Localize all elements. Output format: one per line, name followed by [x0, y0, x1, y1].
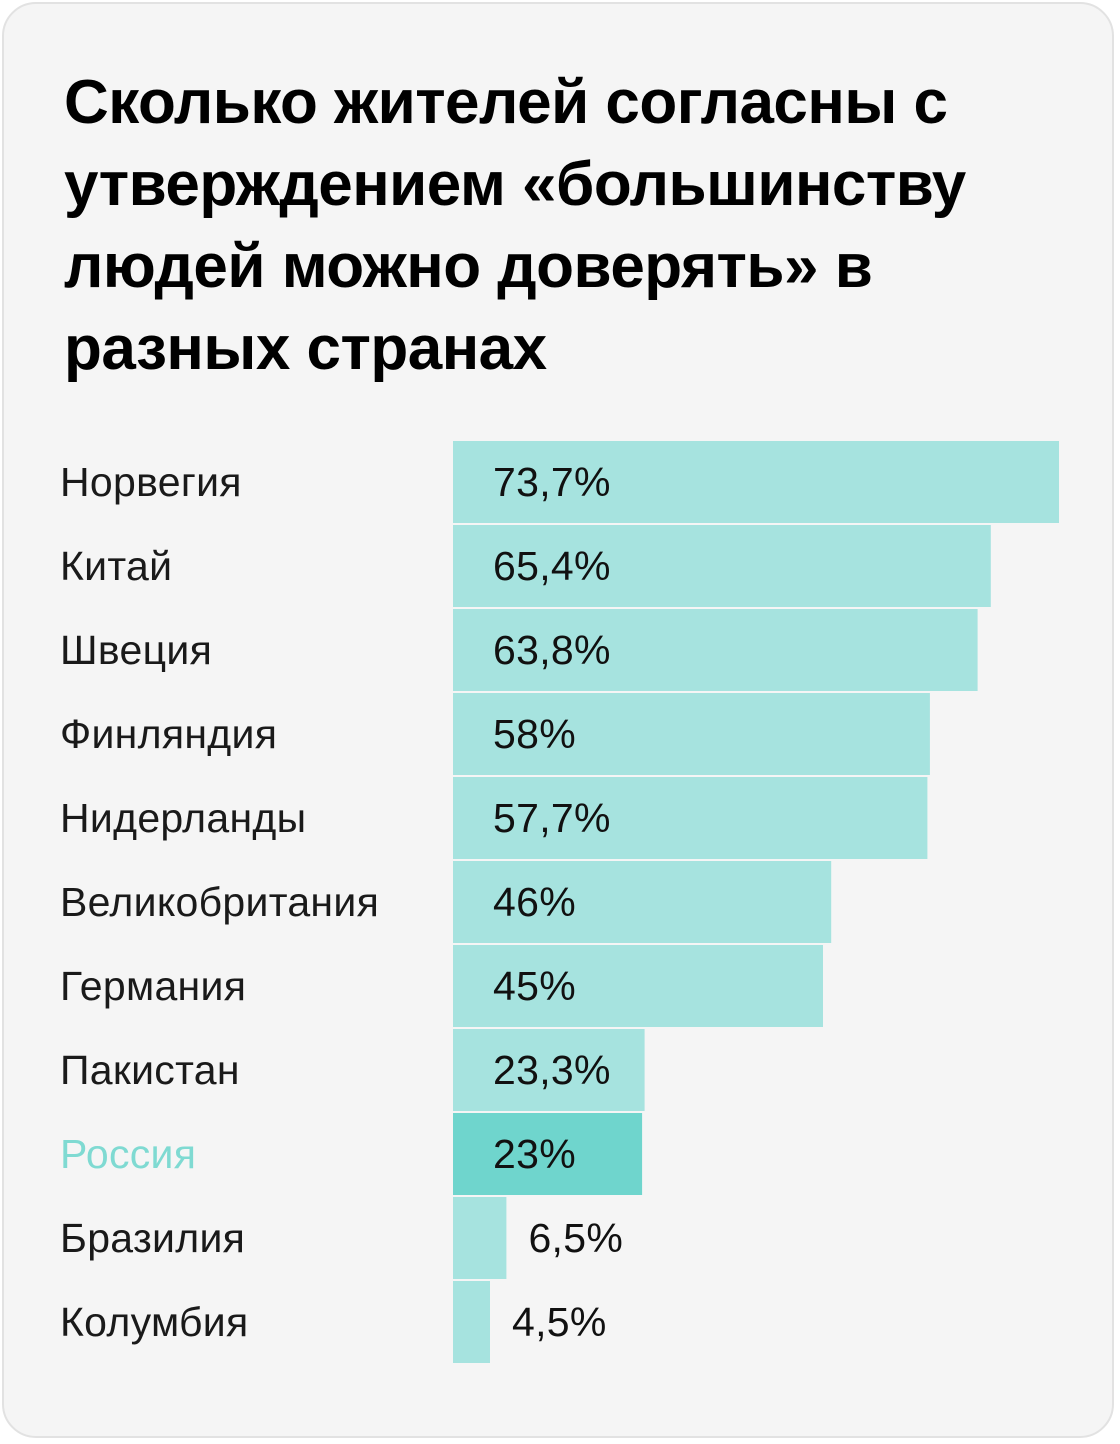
bar-row-7 — [453, 1029, 645, 1111]
value-label: 23,3% — [493, 1047, 611, 1093]
bar-row-9 — [453, 1197, 507, 1279]
bar-row-5 — [453, 861, 832, 943]
category-label: Нидерланды — [60, 795, 306, 841]
value-label: 57,7% — [493, 795, 611, 841]
category-label: Россия — [60, 1131, 196, 1177]
value-label: 23% — [493, 1131, 576, 1177]
bar-row-10 — [453, 1281, 490, 1363]
category-label: Германия — [60, 963, 246, 1009]
category-label: Норвегия — [60, 459, 242, 505]
bar-row-3 — [453, 693, 930, 775]
bar-row-1 — [453, 525, 991, 607]
category-label: Великобритания — [60, 879, 379, 925]
bar-row-8 — [453, 1113, 643, 1195]
category-label: Швеция — [60, 627, 212, 673]
value-label: 6,5% — [528, 1215, 623, 1261]
category-label: Финляндия — [60, 711, 277, 757]
bar-row-0 — [453, 441, 1059, 523]
value-label: 65,4% — [493, 543, 611, 589]
value-label: 63,8% — [493, 627, 611, 673]
bar-row-4 — [453, 777, 928, 859]
value-label: 46% — [493, 879, 576, 925]
chart-title: Сколько жителей согласны с утверждением … — [64, 68, 966, 383]
category-label: Пакистан — [60, 1047, 240, 1093]
value-label: 45% — [493, 963, 576, 1009]
value-label: 73,7% — [493, 459, 611, 505]
value-label: 4,5% — [512, 1299, 607, 1345]
category-label: Бразилия — [60, 1215, 245, 1261]
value-label: 58% — [493, 711, 576, 757]
category-label: Китай — [60, 543, 172, 589]
category-label: Колумбия — [60, 1299, 248, 1345]
bar-row-6 — [453, 945, 823, 1027]
bar-row-2 — [453, 609, 978, 691]
